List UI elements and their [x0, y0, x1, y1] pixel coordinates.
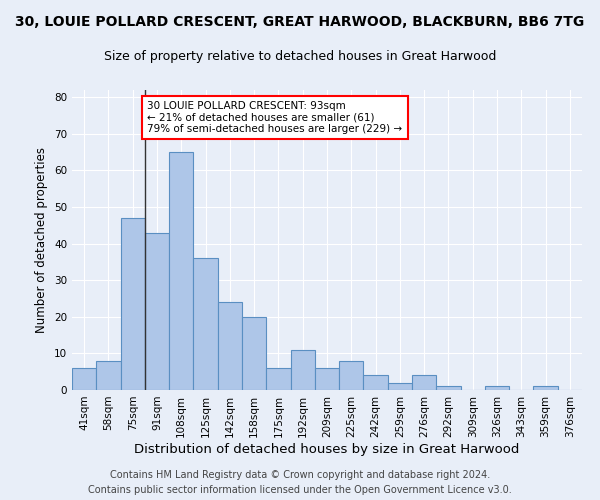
Bar: [193, 258, 218, 390]
Bar: [388, 382, 412, 390]
Bar: [315, 368, 339, 390]
Bar: [96, 360, 121, 390]
Bar: [242, 317, 266, 390]
Text: Contains HM Land Registry data © Crown copyright and database right 2024.: Contains HM Land Registry data © Crown c…: [110, 470, 490, 480]
Bar: [218, 302, 242, 390]
Bar: [121, 218, 145, 390]
Bar: [364, 376, 388, 390]
Bar: [533, 386, 558, 390]
Bar: [266, 368, 290, 390]
Bar: [436, 386, 461, 390]
Text: 30 LOUIE POLLARD CRESCENT: 93sqm
← 21% of detached houses are smaller (61)
79% o: 30 LOUIE POLLARD CRESCENT: 93sqm ← 21% o…: [147, 101, 403, 134]
Y-axis label: Number of detached properties: Number of detached properties: [35, 147, 49, 333]
Text: Contains public sector information licensed under the Open Government Licence v3: Contains public sector information licen…: [88, 485, 512, 495]
Bar: [290, 350, 315, 390]
Bar: [339, 360, 364, 390]
Bar: [412, 376, 436, 390]
X-axis label: Distribution of detached houses by size in Great Harwood: Distribution of detached houses by size …: [134, 442, 520, 456]
Bar: [145, 232, 169, 390]
Bar: [485, 386, 509, 390]
Text: 30, LOUIE POLLARD CRESCENT, GREAT HARWOOD, BLACKBURN, BB6 7TG: 30, LOUIE POLLARD CRESCENT, GREAT HARWOO…: [16, 15, 584, 29]
Bar: [169, 152, 193, 390]
Text: Size of property relative to detached houses in Great Harwood: Size of property relative to detached ho…: [104, 50, 496, 63]
Bar: [72, 368, 96, 390]
